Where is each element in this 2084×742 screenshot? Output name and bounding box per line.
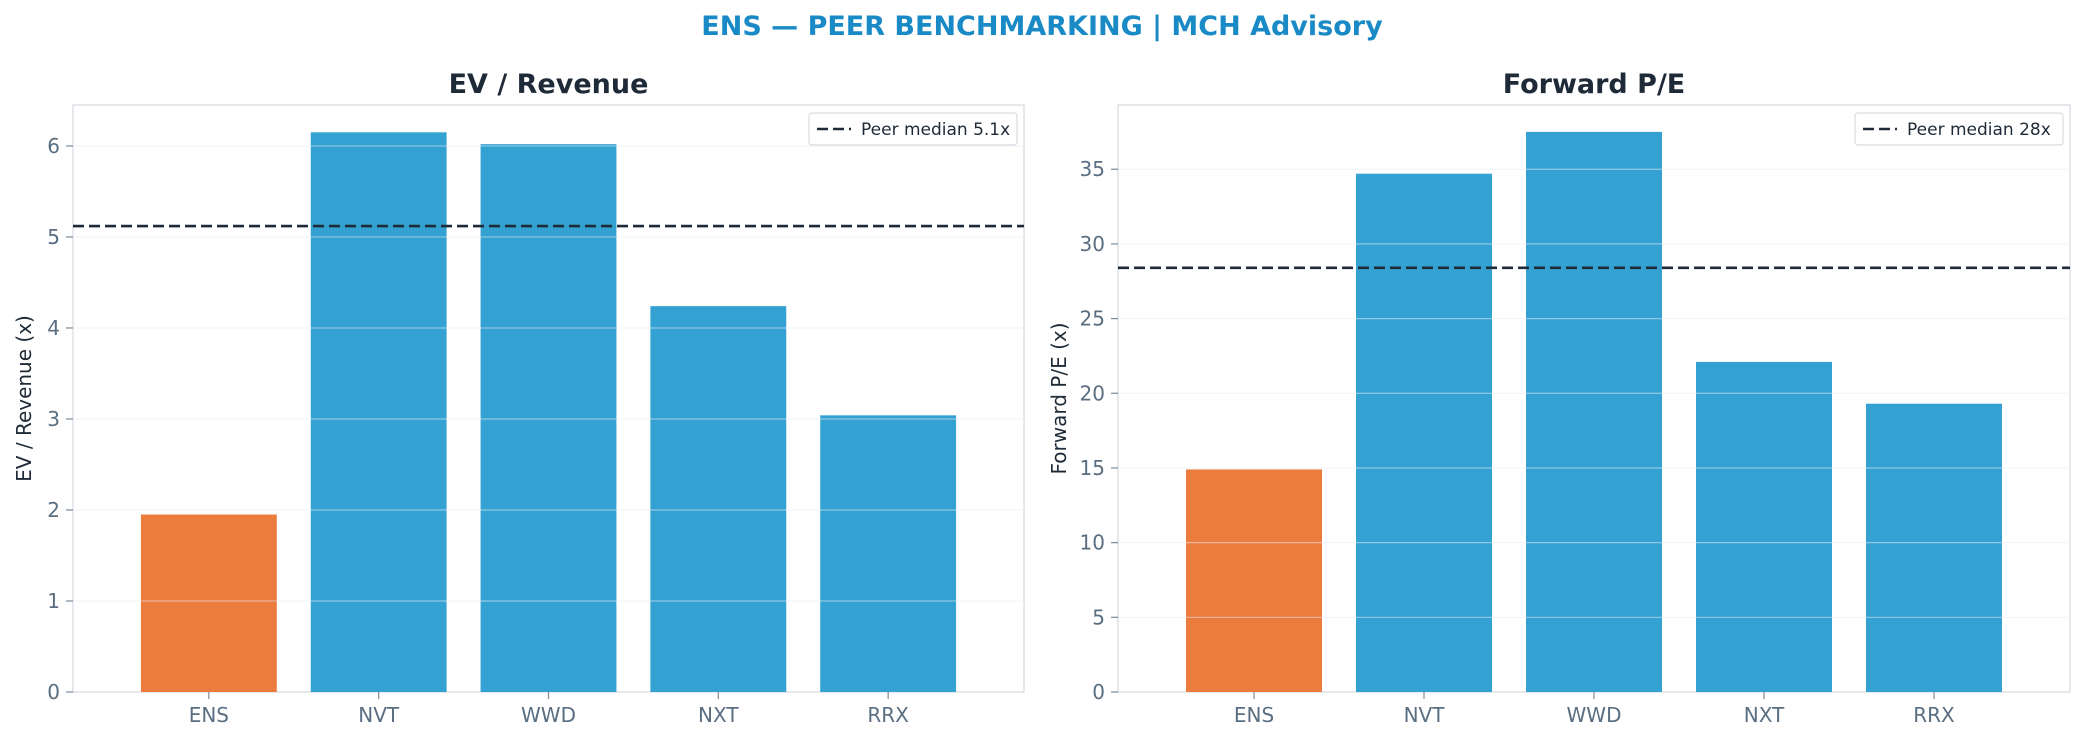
ev-revenue-ytick-label: 5 bbox=[47, 225, 60, 249]
forward-pe-bar-wwd bbox=[1526, 131, 1662, 692]
forward-pe-xtick-label-ens: ENS bbox=[1234, 703, 1274, 727]
forward-pe-title: Forward P/E bbox=[1503, 69, 1686, 100]
ev-revenue-y-axis-label: EV / Revenue (x) bbox=[12, 315, 36, 482]
ev-revenue-ytick-label: 2 bbox=[47, 498, 60, 522]
forward-pe-legend-box bbox=[1854, 112, 2064, 146]
forward-pe-bar-nvt bbox=[1356, 173, 1492, 692]
ev-revenue-xtick-label-nxt: NXT bbox=[698, 703, 739, 727]
forward-pe-y-axis-label: Forward P/E (x) bbox=[1047, 322, 1071, 474]
ev-revenue-title: EV / Revenue bbox=[449, 69, 649, 100]
figure-title: ENS — PEER BENCHMARKING | MCH Advisory bbox=[701, 11, 1383, 42]
forward-pe-ytick-label: 35 bbox=[1080, 157, 1105, 181]
forward-pe-bar-nxt bbox=[1696, 361, 1832, 692]
forward-pe-ytick-label: 25 bbox=[1080, 307, 1105, 331]
forward-pe-xtick-label-nvt: NVT bbox=[1404, 703, 1446, 727]
forward-pe-ytick-label: 30 bbox=[1080, 232, 1105, 256]
forward-pe-ytick-label: 5 bbox=[1092, 605, 1105, 629]
forward-pe-xtick-label-wwd: WWD bbox=[1567, 703, 1622, 727]
ev-revenue-bar-nvt bbox=[310, 132, 447, 693]
forward-pe-bar-ens bbox=[1186, 469, 1322, 692]
forward-pe-xtick-label-nxt: NXT bbox=[1744, 703, 1785, 727]
ev-revenue-bar-ens bbox=[140, 514, 277, 692]
forward-pe-panel: Forward P/E 0 5 10 15 20 25 30 35 Forward P/E (x)… bbox=[1047, 69, 2071, 727]
ev-revenue-ytick-label: 1 bbox=[47, 589, 60, 613]
ev-revenue-bar-rrx bbox=[820, 415, 957, 692]
ev-revenue-xtick-label-nvt: NVT bbox=[358, 703, 400, 727]
forward-pe-ytick-label: 10 bbox=[1080, 531, 1105, 555]
forward-pe-ytick-label: 15 bbox=[1080, 456, 1105, 480]
forward-pe-ytick-label: 0 bbox=[1092, 680, 1105, 704]
forward-pe-xtick-label-rrx: RRX bbox=[1913, 703, 1955, 727]
forward-pe-legend-label: Peer median 28x bbox=[1907, 120, 2051, 140]
ev-revenue-xtick-label-rrx: RRX bbox=[867, 703, 909, 727]
ev-revenue-xtick-label-ens: ENS bbox=[189, 703, 229, 727]
ev-revenue-panel: EV / Revenue 0 1 2 3 4 5 6 EV / Revenue (x) ENS NV… bbox=[12, 69, 1025, 727]
ev-revenue-legend-label: Peer median 5.1x bbox=[861, 120, 1010, 140]
ev-revenue-legend-box bbox=[808, 112, 1018, 146]
ev-revenue-ytick-label: 3 bbox=[47, 407, 60, 431]
ev-revenue-bar-wwd bbox=[480, 144, 617, 693]
ev-revenue-ytick-label: 0 bbox=[47, 680, 60, 704]
forward-pe-ytick-label: 20 bbox=[1080, 381, 1105, 405]
forward-pe-bar-rrx bbox=[1866, 403, 2002, 692]
ev-revenue-ytick-label: 4 bbox=[47, 316, 60, 340]
ev-revenue-xtick-label-wwd: WWD bbox=[521, 703, 576, 727]
ev-revenue-ytick-label: 6 bbox=[47, 134, 60, 158]
ev-revenue-bar-nxt bbox=[650, 306, 787, 692]
